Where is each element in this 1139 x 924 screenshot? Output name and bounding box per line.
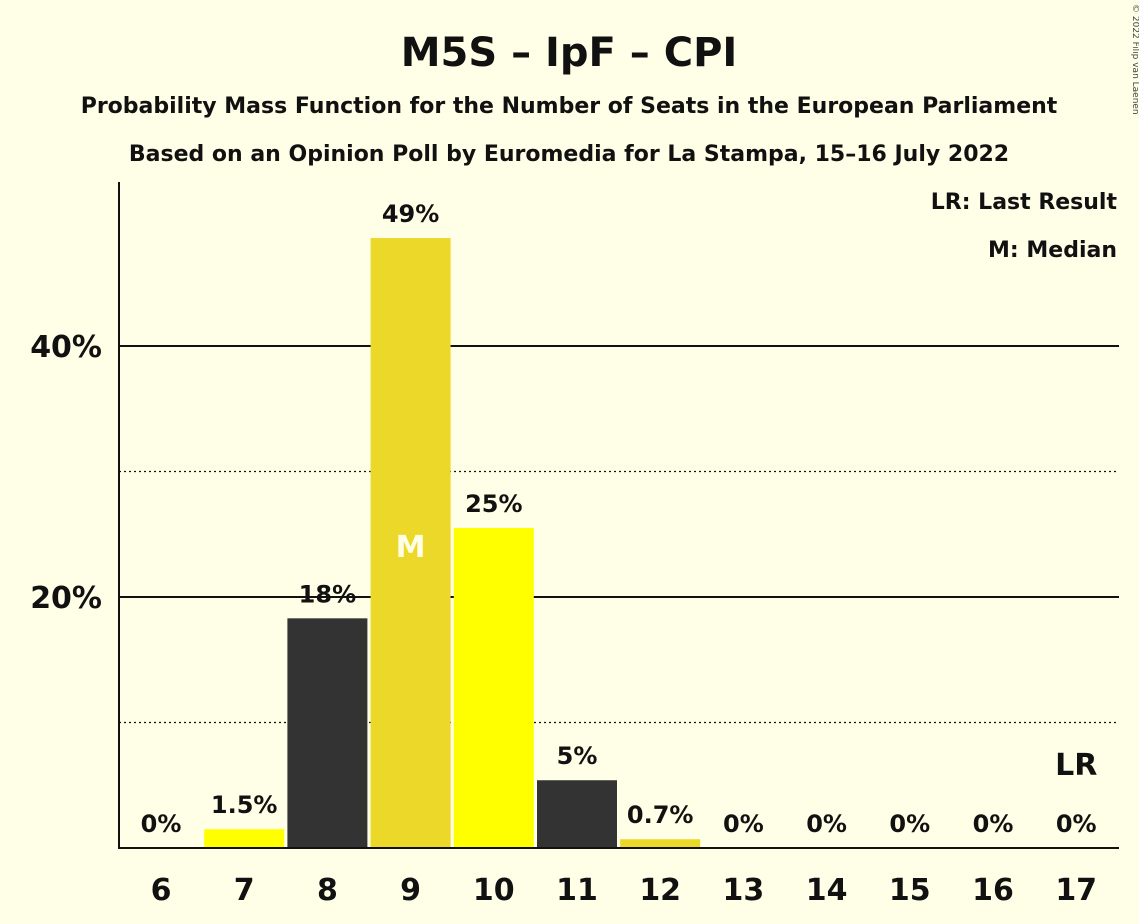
x-tick-17: 17 bbox=[1055, 873, 1097, 908]
data-label-6: 0% bbox=[141, 810, 182, 838]
markers-group: M LR bbox=[396, 530, 1098, 783]
gridlines bbox=[119, 345, 1119, 724]
chart-subtitle-1: Probability Mass Function for the Number… bbox=[81, 94, 1058, 119]
bar-8 bbox=[287, 618, 368, 848]
x-tick-9: 9 bbox=[400, 873, 421, 908]
bar-7 bbox=[204, 829, 285, 848]
y-tick-labels: 20% 40% bbox=[30, 330, 102, 616]
x-tick-14: 14 bbox=[806, 873, 848, 908]
x-tick-8: 8 bbox=[317, 873, 338, 908]
last-result-marker: LR bbox=[1055, 748, 1097, 783]
data-label-14: 0% bbox=[806, 810, 847, 838]
data-label-10: 25% bbox=[465, 490, 522, 518]
legend-median: M: Median bbox=[988, 238, 1117, 263]
data-label-9: 49% bbox=[382, 200, 439, 228]
median-marker: M bbox=[396, 530, 426, 565]
bar-11 bbox=[537, 780, 617, 848]
data-label-15: 0% bbox=[889, 810, 930, 838]
data-label-16: 0% bbox=[973, 810, 1014, 838]
x-tick-11: 11 bbox=[556, 873, 598, 908]
x-tick-10: 10 bbox=[473, 873, 515, 908]
data-label-8: 18% bbox=[299, 580, 356, 608]
data-label-11: 5% bbox=[557, 742, 598, 770]
legend-last-result: LR: Last Result bbox=[931, 190, 1118, 215]
data-label-13: 0% bbox=[723, 810, 764, 838]
x-tick-12: 12 bbox=[639, 873, 681, 908]
chart-subtitle-2: Based on an Opinion Poll by Euromedia fo… bbox=[129, 142, 1009, 167]
data-label-7: 1.5% bbox=[211, 791, 278, 819]
x-tick-13: 13 bbox=[723, 873, 765, 908]
x-tick-6: 6 bbox=[151, 873, 172, 908]
bar-12 bbox=[620, 839, 701, 848]
data-labels-group: 0% 1.5% 18% 49% 25% 5% 0.7% 0% 0% 0% 0% 0% bbox=[141, 200, 1097, 838]
data-label-17: 0% bbox=[1056, 810, 1097, 838]
x-tick-7: 7 bbox=[234, 873, 255, 908]
chart-title: M5S – IpF – CPI bbox=[401, 30, 738, 76]
x-tick-labels: 6 7 8 9 10 11 12 13 14 15 16 17 bbox=[151, 873, 1098, 908]
y-tick-label: 20% bbox=[30, 581, 102, 616]
x-tick-15: 15 bbox=[889, 873, 931, 908]
bar-10 bbox=[453, 527, 534, 848]
data-label-12: 0.7% bbox=[627, 801, 694, 829]
copyright-note: © 2022 Filip van Laenen bbox=[1130, 4, 1139, 115]
bars-group bbox=[204, 238, 701, 848]
bar-9 bbox=[370, 238, 451, 848]
x-tick-16: 16 bbox=[972, 873, 1014, 908]
y-tick-label: 40% bbox=[30, 330, 102, 365]
